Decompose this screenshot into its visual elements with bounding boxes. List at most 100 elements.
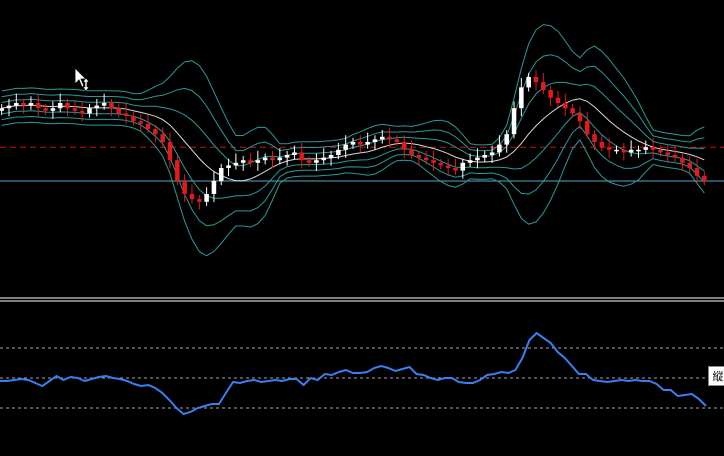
candle-body (643, 147, 649, 150)
candle-body (321, 157, 326, 161)
candle-body (555, 97, 561, 103)
candle-body (116, 108, 122, 114)
candle-body (182, 181, 187, 194)
candle-body (409, 149, 414, 155)
band-lower-3 (1, 121, 705, 257)
candle-body (145, 123, 151, 129)
band-upper-3 (1, 24, 705, 146)
candle-body (350, 142, 356, 145)
candle-body (702, 175, 707, 181)
band-lower-2 (1, 115, 705, 227)
candle-body (336, 149, 341, 155)
candle-body (497, 144, 502, 153)
candle-body (423, 157, 429, 161)
candle-body (87, 108, 92, 114)
candle-body (131, 116, 136, 122)
candle-body (123, 113, 129, 116)
candle-body (233, 162, 239, 166)
candle-body (138, 121, 144, 124)
candle-body (658, 149, 663, 153)
candle-body (526, 77, 531, 88)
candle-body (570, 108, 575, 114)
arrow-cursor-icon (74, 67, 87, 88)
candle-body (262, 157, 268, 161)
candle-body (680, 157, 685, 163)
candle-body (599, 142, 605, 148)
candle-body (636, 149, 641, 152)
candle-body (79, 110, 85, 114)
candle-body (672, 155, 678, 158)
candle-body (167, 142, 173, 161)
candle-body (606, 147, 612, 150)
candle-body (453, 168, 458, 171)
candle-body (489, 152, 495, 155)
candle-body (240, 160, 246, 163)
candle-body (14, 103, 19, 106)
candle-body (687, 162, 692, 168)
candle-body (160, 134, 165, 142)
candle-body (519, 87, 524, 109)
candle-body (314, 160, 319, 163)
candle-body (511, 108, 517, 135)
candle-body (226, 165, 231, 168)
candle-body (284, 155, 290, 158)
candle-body (211, 181, 217, 194)
candle-body (50, 108, 56, 111)
candle-body (72, 108, 78, 111)
candle-body (541, 82, 546, 90)
candle-body (621, 149, 627, 153)
candle-body (204, 194, 209, 202)
band-upper-1 (1, 81, 705, 167)
candle-body (438, 162, 444, 166)
candle-body (255, 160, 261, 163)
candle-body (35, 103, 41, 109)
candle-body (343, 144, 348, 150)
candle-body (380, 136, 385, 140)
candle-body (475, 157, 480, 161)
candle-body (365, 142, 370, 145)
candle-body (328, 155, 334, 158)
candle-body (548, 90, 553, 98)
candle-body (306, 160, 312, 163)
candle-body (175, 160, 180, 181)
candle-body (28, 103, 34, 106)
vertical-resize-icon (82, 77, 90, 92)
candle-body (197, 199, 202, 202)
candle-body (577, 113, 583, 122)
candle-body (431, 160, 436, 163)
candle-body (650, 147, 656, 150)
candle-body (401, 142, 407, 150)
candle-body (248, 160, 253, 163)
candle-body (153, 129, 158, 135)
candle-body (101, 103, 107, 106)
candle-body (0, 108, 4, 111)
candle-body (372, 139, 378, 142)
candle-body (394, 139, 400, 142)
candle-body (562, 103, 568, 109)
candle-body (6, 105, 12, 109)
candle-body (504, 134, 509, 145)
candle-body (533, 77, 539, 83)
candle-body (189, 194, 195, 200)
oscillator-tag[interactable]: 縦 (708, 366, 724, 386)
candle-body (387, 136, 392, 140)
candle-body (482, 155, 488, 158)
candle-body (416, 155, 422, 158)
candle-body (94, 105, 100, 109)
candle-body (584, 121, 590, 135)
candle-body (109, 103, 114, 109)
candle-body (665, 152, 671, 155)
candle-body (614, 149, 619, 152)
candle-body (358, 142, 363, 145)
candle-body (218, 168, 224, 181)
candle-body (277, 157, 283, 161)
candle-body (43, 108, 48, 111)
oscillator-line (0, 331, 707, 416)
candle-body (270, 157, 275, 161)
candle-body (57, 103, 63, 109)
candle-body (445, 165, 451, 168)
candle-body (460, 162, 466, 171)
candle-body (21, 103, 26, 106)
